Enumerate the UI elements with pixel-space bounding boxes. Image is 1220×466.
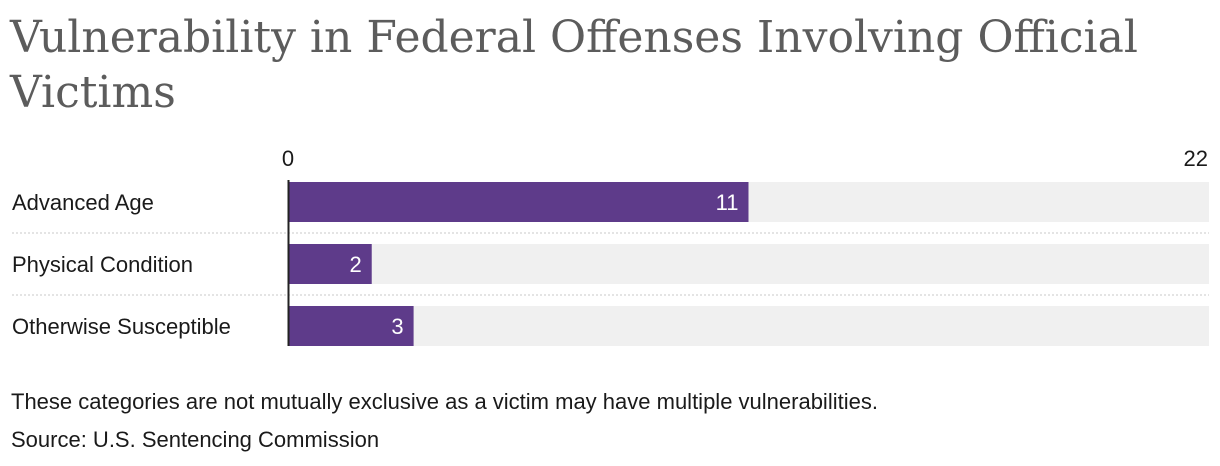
bar-track <box>288 244 1209 284</box>
axis-tick-label-max: 22 <box>1184 146 1208 171</box>
category-label: Advanced Age <box>12 190 154 215</box>
bar-value-label: 11 <box>716 190 739 215</box>
bar-track <box>288 306 1209 346</box>
chart-note: These categories are not mutually exclus… <box>11 389 878 414</box>
bar <box>288 182 749 222</box>
bar <box>288 306 414 346</box>
bar <box>288 244 372 284</box>
chart-source: Source: U.S. Sentencing Commission <box>11 427 380 452</box>
bar-value-label: 2 <box>349 252 361 277</box>
chart-title: Vulnerability in Federal Offenses Involv… <box>10 12 1138 118</box>
category-label: Physical Condition <box>12 252 193 277</box>
bar-chart: 0 22 11 Advanced Age 2 Physical Condition 3 Oth… <box>12 146 1209 346</box>
axis-tick-label-min: 0 <box>282 146 294 171</box>
bar-value-label: 3 <box>391 314 403 339</box>
category-label: Otherwise Susceptible <box>12 314 231 339</box>
